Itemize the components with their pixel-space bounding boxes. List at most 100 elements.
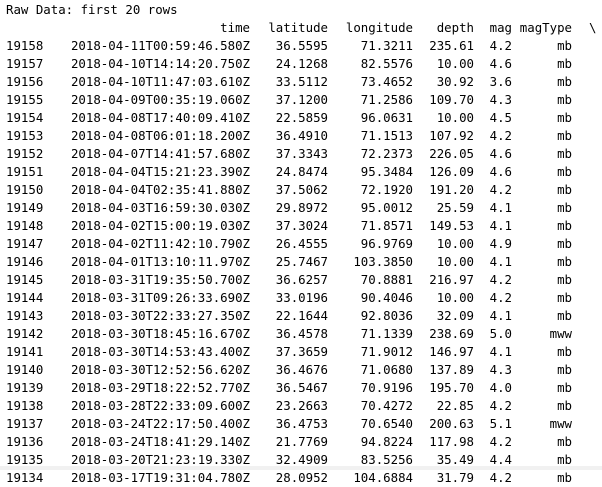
cell-latitude: 36.5595	[275, 38, 328, 53]
row-index: 19139	[6, 380, 44, 395]
cell-depth: 216.97	[429, 272, 474, 287]
cell-depth: 22.85	[436, 398, 474, 413]
cell-mag: 4.4	[489, 452, 512, 467]
cell-longitude: 96.0631	[360, 110, 413, 125]
cell-depth: 10.00	[436, 110, 474, 125]
table-row: 19158 2018-04-11T00:59:46.580Z 36.5595 71.3…	[6, 37, 602, 55]
cell-mag: 4.2	[489, 398, 512, 413]
table-row: 19142 2018-03-30T18:45:16.670Z 36.4578 71.1…	[6, 325, 602, 343]
cell-latitude: 22.1644	[275, 308, 328, 323]
cell-longitude: 103.3850	[353, 254, 413, 269]
table-row: 19143 2018-03-30T22:33:27.350Z 22.1644 92.8…	[6, 307, 602, 325]
table-row: 19150 2018-04-04T02:35:41.880Z 37.5062 72.1…	[6, 181, 602, 199]
cell-time: 2018-03-31T19:35:50.700Z	[70, 272, 250, 287]
table-body: 19158 2018-04-11T00:59:46.580Z 36.5595 71.3…	[6, 37, 602, 487]
cell-depth: 31.79	[436, 470, 474, 485]
table-row: 19154 2018-04-08T17:40:09.410Z 22.5859 96.0…	[6, 109, 602, 127]
cell-longitude: 72.1920	[360, 182, 413, 197]
cell-depth: 30.92	[436, 74, 474, 89]
cell-latitude: 28.0952	[275, 470, 328, 485]
table-row: 19157 2018-04-10T14:14:20.750Z 24.1268 82.5…	[6, 55, 602, 73]
console-output: Raw Data: first 20 rows time latitude lo…	[6, 1, 602, 485]
table-row: 19152 2018-04-07T14:41:57.680Z 37.3343 72.2…	[6, 145, 602, 163]
row-index: 19152	[6, 146, 44, 161]
row-index: 19149	[6, 200, 44, 215]
header-magtype: magType	[519, 20, 572, 35]
cell-depth: 235.61	[429, 38, 474, 53]
cell-time: 2018-03-31T09:26:33.690Z	[70, 290, 250, 305]
cell-mag: 5.0	[489, 326, 512, 341]
cell-magtype: mb	[557, 128, 572, 143]
cell-time: 2018-03-28T22:33:09.600Z	[70, 398, 250, 413]
cell-longitude: 70.8881	[360, 272, 413, 287]
cell-magtype: mb	[557, 452, 572, 467]
cell-time: 2018-04-01T13:10:11.970Z	[70, 254, 250, 269]
cell-depth: 25.59	[436, 200, 474, 215]
row-index: 19143	[6, 308, 44, 323]
cell-longitude: 71.9012	[360, 344, 413, 359]
row-index: 19138	[6, 398, 44, 413]
cell-mag: 4.0	[489, 380, 512, 395]
cell-time: 2018-03-29T18:22:52.770Z	[70, 380, 250, 395]
table-row: 19144 2018-03-31T09:26:33.690Z 33.0196 90.4…	[6, 289, 602, 307]
row-index: 19154	[6, 110, 44, 125]
cell-time: 2018-03-30T12:52:56.620Z	[70, 362, 250, 377]
cell-mag: 4.3	[489, 92, 512, 107]
table-row: 19149 2018-04-03T16:59:30.030Z 29.8972 95.0…	[6, 199, 602, 217]
row-index: 19157	[6, 56, 44, 71]
row-index: 19148	[6, 218, 44, 233]
cell-time: 2018-04-02T15:00:19.030Z	[70, 218, 250, 233]
cell-time: 2018-04-08T06:01:18.200Z	[70, 128, 250, 143]
cell-mag: 4.9	[489, 236, 512, 251]
cell-depth: 191.20	[429, 182, 474, 197]
cell-depth: 10.00	[436, 236, 474, 251]
cell-magtype: mb	[557, 218, 572, 233]
cell-magtype: mb	[557, 200, 572, 215]
row-index: 19142	[6, 326, 44, 341]
cell-mag: 4.2	[489, 272, 512, 287]
row-index: 19144	[6, 290, 44, 305]
cell-longitude: 73.4652	[360, 74, 413, 89]
cell-mag: 4.1	[489, 218, 512, 233]
cell-magtype: mb	[557, 344, 572, 359]
cell-latitude: 21.7769	[275, 434, 328, 449]
cell-latitude: 36.6257	[275, 272, 328, 287]
cell-time: 2018-04-03T16:59:30.030Z	[70, 200, 250, 215]
cell-longitude: 71.8571	[360, 218, 413, 233]
cell-magtype: mb	[557, 434, 572, 449]
header-mag: mag	[489, 20, 512, 35]
cell-magtype: mb	[557, 380, 572, 395]
cell-depth: 109.70	[429, 92, 474, 107]
cell-magtype: mb	[557, 236, 572, 251]
row-index: 19141	[6, 344, 44, 359]
row-index: 19153	[6, 128, 44, 143]
cell-longitude: 95.0012	[360, 200, 413, 215]
cell-depth: 10.00	[436, 254, 474, 269]
cell-depth: 137.89	[429, 362, 474, 377]
table-header-row: time latitude longitude depth mag magTyp…	[6, 19, 602, 37]
cell-magtype: mb	[557, 470, 572, 485]
cell-time: 2018-03-24T22:17:50.400Z	[70, 416, 250, 431]
cell-depth: 238.69	[429, 326, 474, 341]
cell-latitude: 36.4753	[275, 416, 328, 431]
table-row: 19141 2018-03-30T14:53:43.400Z 37.3659 71.9…	[6, 343, 602, 361]
cell-longitude: 71.0680	[360, 362, 413, 377]
cell-mag: 4.1	[489, 308, 512, 323]
table-row: 19134 2018-03-17T19:31:04.780Z 28.0952 104.…	[6, 469, 602, 487]
row-index: 19135	[6, 452, 44, 467]
cell-latitude: 32.4909	[275, 452, 328, 467]
cell-longitude: 72.2373	[360, 146, 413, 161]
cell-latitude: 33.0196	[275, 290, 328, 305]
cell-mag: 4.2	[489, 38, 512, 53]
cell-magtype: mww	[549, 416, 572, 431]
cell-latitude: 26.4555	[275, 236, 328, 251]
table-row: 19135 2018-03-20T21:23:19.330Z 32.4909 83.5…	[6, 451, 602, 469]
row-index: 19147	[6, 236, 44, 251]
cell-time: 2018-03-20T21:23:19.330Z	[70, 452, 250, 467]
cell-time: 2018-04-09T00:35:19.060Z	[70, 92, 250, 107]
header-time: time	[220, 20, 250, 35]
cell-mag: 4.2	[489, 182, 512, 197]
cell-depth: 32.09	[436, 308, 474, 323]
cell-magtype: mb	[557, 74, 572, 89]
cell-mag: 5.1	[489, 416, 512, 431]
